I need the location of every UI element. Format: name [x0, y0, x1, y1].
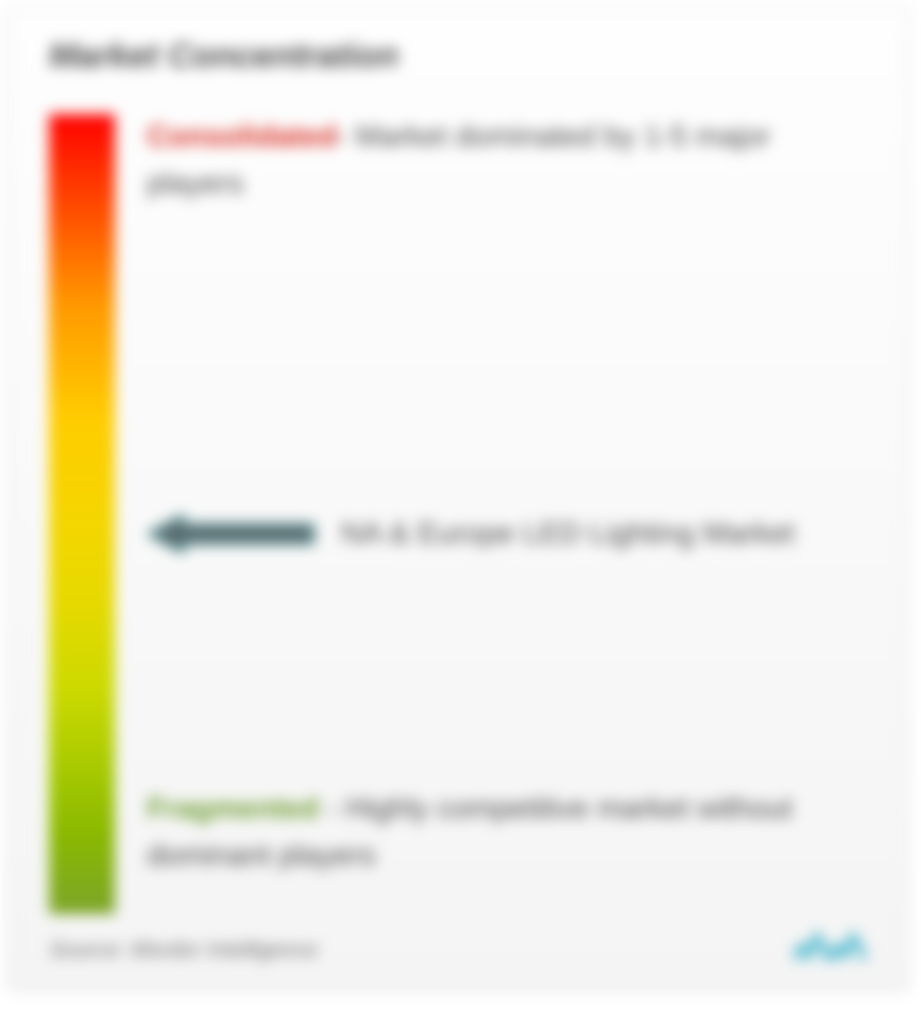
source-attribution: Source: Mordor Intelligence [49, 937, 318, 963]
concentration-gradient-bar [49, 114, 115, 914]
consolidated-keyword: Consolidated [147, 120, 337, 153]
consolidated-label: Consolidated- Market dominated by 1-5 ma… [147, 114, 857, 207]
fragmented-keyword: Fragmented [147, 792, 319, 825]
left-arrow-icon [147, 512, 317, 556]
brand-logo [793, 916, 871, 969]
market-position-label: NA & Europe LED Lighting Market [147, 512, 857, 556]
labels-area: Consolidated- Market dominated by 1-5 ma… [147, 114, 867, 914]
market-name: NA & Europe LED Lighting Market [341, 517, 795, 551]
chart-title: Market Concentration [49, 37, 867, 76]
infographic-container: Market Concentration Consolidated- Marke… [8, 8, 908, 988]
content-area: Consolidated- Market dominated by 1-5 ma… [49, 114, 867, 914]
fragmented-label: Fragmented - Highly competitive market w… [147, 786, 857, 879]
